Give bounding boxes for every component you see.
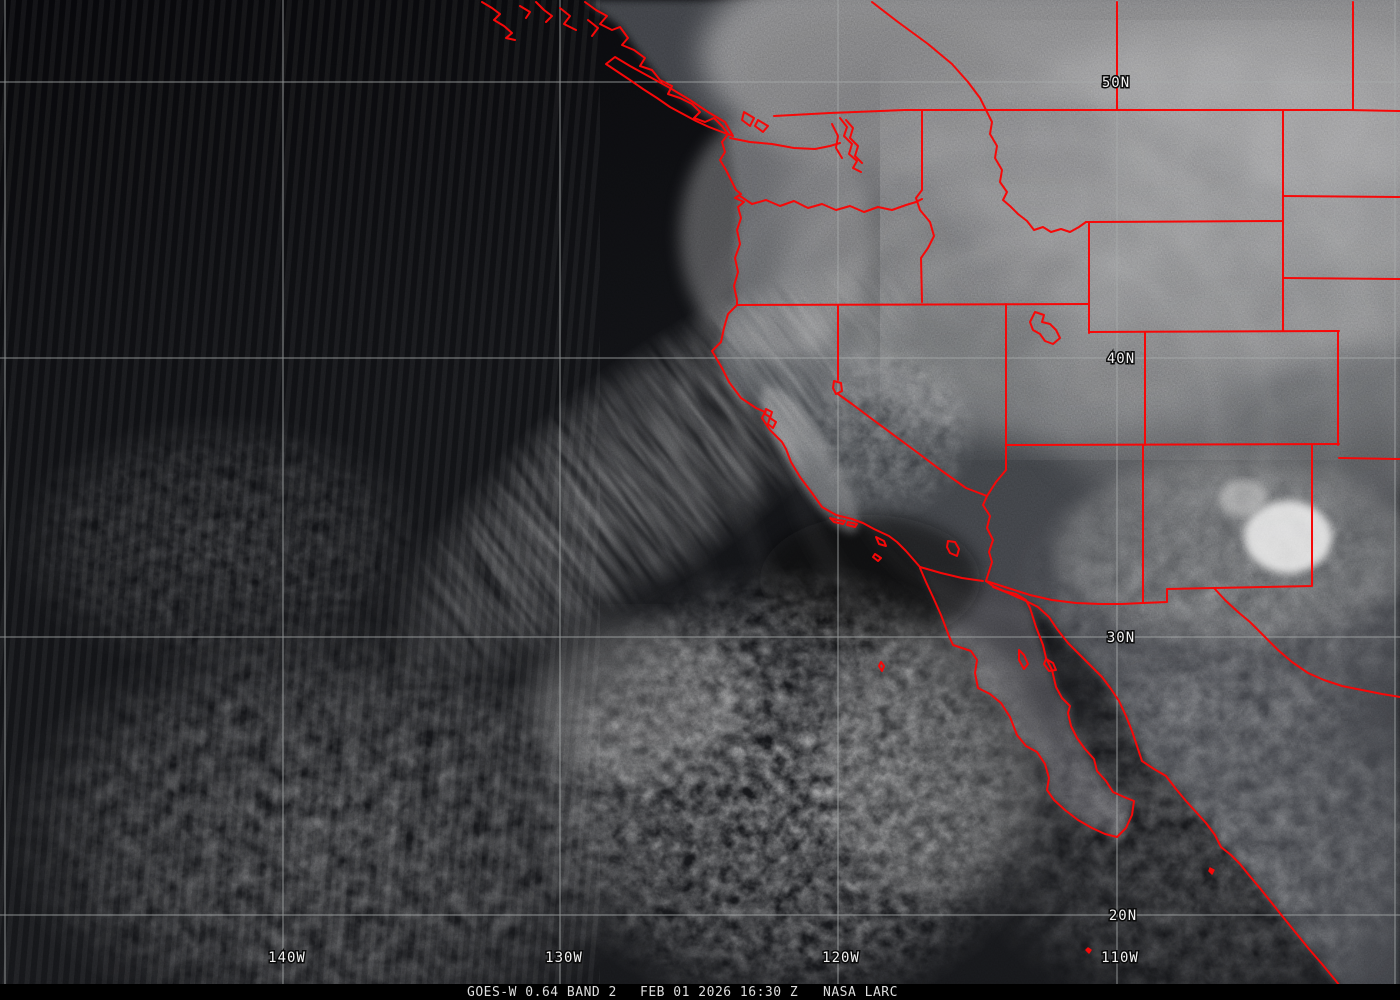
lon-label-110w: 110W <box>1101 950 1139 966</box>
wyoming-41n-border <box>1088 330 1340 333</box>
gulf-islands <box>741 111 769 133</box>
lat-label-20n: 20N <box>1109 908 1137 924</box>
channel-islands <box>829 517 887 562</box>
south-dakota-nebraska-border <box>1282 277 1400 280</box>
islas-marias <box>1208 867 1215 875</box>
baja-west-coast <box>919 567 1118 838</box>
california-nevada-border <box>837 304 988 497</box>
gulf-of-california-islands <box>1018 649 1057 672</box>
rio-grande-border <box>1213 587 1400 698</box>
new-mexico-bootheel-border <box>1142 587 1215 604</box>
lat-label-30n: 30N <box>1107 630 1135 646</box>
utah-arizona-37n-border <box>1005 443 1340 446</box>
lon-label-140w: 140W <box>268 950 306 966</box>
oregon-california-42n-border <box>736 303 1090 306</box>
guadalupe-island <box>878 661 885 672</box>
washington-idaho-border <box>915 110 935 303</box>
washington-oregon-border <box>739 195 923 213</box>
california-mexico-border <box>919 566 984 582</box>
north-south-dakota-border <box>1282 195 1400 198</box>
mexico-mainland-coast <box>992 586 1340 984</box>
lat-label-50n: 50N <box>1102 75 1130 91</box>
pacific-coastline <box>584 1 921 568</box>
caption-credit-label: NASA LARC <box>823 985 898 1000</box>
san-francisco-bay <box>764 408 777 429</box>
salton-sea <box>946 540 960 557</box>
arizona-mexico-border <box>985 580 1144 605</box>
caption-datetime-label: FEB 01 2026 16:30 Z <box>640 985 799 1000</box>
puget-sound <box>831 117 863 173</box>
us-canada-border <box>773 109 1400 117</box>
vancouver-island <box>605 56 734 137</box>
colorado-river-border <box>982 444 1007 582</box>
caption-product-label: GOES-W 0.64 BAND 2 <box>467 985 617 1000</box>
idaho-montana-border <box>871 1 1087 233</box>
lon-label-120w: 120W <box>822 950 860 966</box>
haida-gwaii-islands <box>481 1 599 41</box>
oklahoma-panhandle-border <box>1338 457 1400 460</box>
great-salt-lake <box>1029 311 1061 345</box>
caption-bar: GOES-W 0.64 BAND 2 FEB 01 2026 16:30 Z N… <box>0 984 1400 1000</box>
utah-colorado-border <box>1142 331 1146 604</box>
map-boundaries-overlay <box>481 1 1400 984</box>
texas-new-mexico-border <box>1213 444 1313 589</box>
montana-wyoming-border <box>1085 220 1284 223</box>
graticule-labels: 50N 40N 30N 20N 140W 130W 120W 110W <box>267 74 1140 968</box>
lake-tahoe <box>832 380 843 395</box>
socorro-island <box>1085 947 1092 954</box>
juan-de-fuca-shoreline <box>729 137 841 150</box>
lon-label-130w: 130W <box>545 950 583 966</box>
lat-label-40n: 40N <box>1107 351 1135 367</box>
